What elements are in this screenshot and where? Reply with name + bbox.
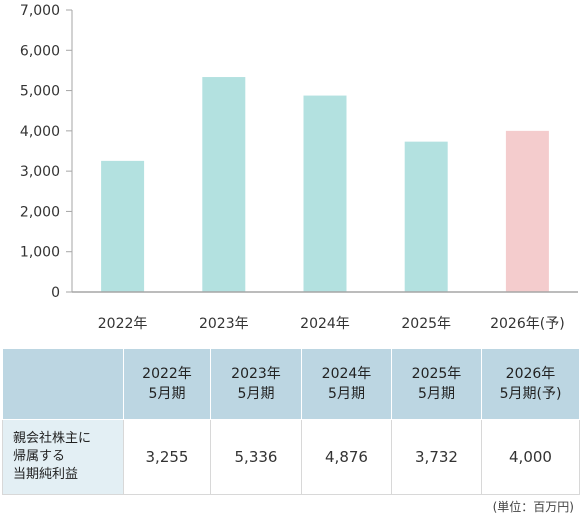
table-header-cell: 2023年 5月期: [210, 348, 302, 420]
x-tick-label: 2024年: [300, 316, 350, 332]
table-corner-cell: [2, 348, 124, 420]
table-header-cell: 2026年 5月期(予): [481, 348, 580, 420]
table-row: 親会社株主に 帰属する 当期純利益 3,255 5,336 4,876 3,732 …: [2, 419, 580, 495]
bar: [101, 160, 145, 292]
table-cell: 4,000: [481, 419, 580, 495]
table-cell: 4,876: [301, 419, 392, 495]
table-row-label: 親会社株主に 帰属する 当期純利益: [2, 419, 124, 495]
bar: [303, 95, 347, 292]
table-header-cell: 2022年 5月期: [123, 348, 211, 420]
y-tick-label: 3,000: [20, 164, 60, 180]
y-tick-label: 0: [51, 285, 60, 301]
bar: [404, 141, 448, 292]
x-tick-label: 2022年: [98, 316, 148, 332]
data-table: 2022年 5月期 2023年 5月期 2024年 5月期 2025年 5月期 2026…: [2, 348, 580, 495]
table-cell: 3,255: [123, 419, 211, 495]
bar-chart: 0 1,000 2,000 3,000 4,000 5,000 6,000 7,000 202…: [20, 3, 578, 332]
unit-note: (単位：百万円): [492, 500, 574, 514]
x-tick-label: 2023年: [199, 316, 249, 332]
y-tick-label: 5,000: [20, 84, 60, 100]
y-tick-label: 7,000: [20, 3, 60, 19]
y-tick-label: 1,000: [20, 245, 60, 261]
y-tick-label: 6,000: [20, 43, 60, 59]
x-tick-label: 2025年: [401, 316, 451, 332]
bars: [101, 77, 549, 292]
x-tick-label: 2026年(予): [490, 316, 565, 332]
y-tick-label: 2,000: [20, 204, 60, 220]
y-axis: 0 1,000 2,000 3,000 4,000 5,000 6,000 7,000: [20, 3, 73, 301]
x-axis: 2022年 2023年 2024年 2025年 2026年(予): [72, 291, 578, 332]
table-header-cell: 2025年 5月期: [391, 348, 482, 420]
bar: [202, 77, 246, 292]
bar: [505, 130, 549, 292]
table-header-cell: 2024年 5月期: [301, 348, 392, 420]
table-header-row: 2022年 5月期 2023年 5月期 2024年 5月期 2025年 5月期 2026…: [2, 348, 580, 420]
table-cell: 5,336: [210, 419, 302, 495]
y-tick-label: 4,000: [20, 124, 60, 140]
table-cell: 3,732: [391, 419, 482, 495]
